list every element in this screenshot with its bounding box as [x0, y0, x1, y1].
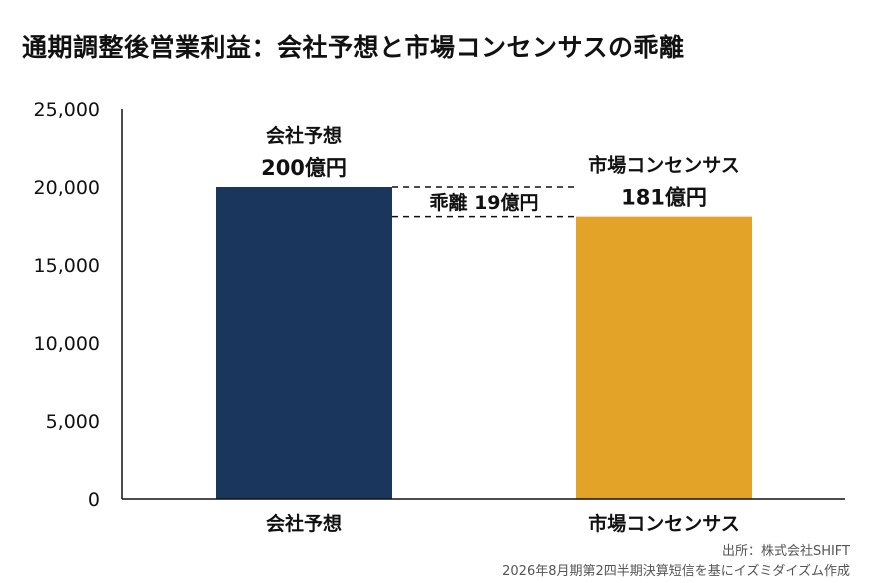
x-tick-label: 会社予想 [266, 512, 342, 535]
page-title: 通期調整後営業利益：会社予想と市場コンセンサスの乖離 [22, 33, 685, 62]
bar-company-forecast [216, 187, 392, 499]
y-tick-label: 0 [88, 489, 100, 511]
y-tick-label: 15,000 [34, 255, 100, 277]
x-tick-label: 市場コンセンサス [588, 512, 740, 535]
source-detail: 2026年8月期第2四半期決算短信を基にイズミダイズム作成 [502, 564, 850, 579]
gap-annotation: 乖離 19億円 [429, 191, 538, 214]
y-tick-label: 10,000 [34, 333, 100, 355]
source-note: 出所：株式会社SHIFT [721, 544, 850, 559]
data-label: 200億円 [261, 156, 347, 180]
bar-market-consensus [576, 216, 752, 499]
y-tick-label: 5,000 [46, 411, 100, 433]
data-label: 会社予想 [266, 124, 342, 147]
y-tick-label: 25,000 [34, 99, 100, 121]
data-label: 市場コンセンサス [588, 154, 740, 177]
data-label: 181億円 [621, 186, 707, 210]
y-tick-label: 20,000 [34, 177, 100, 199]
